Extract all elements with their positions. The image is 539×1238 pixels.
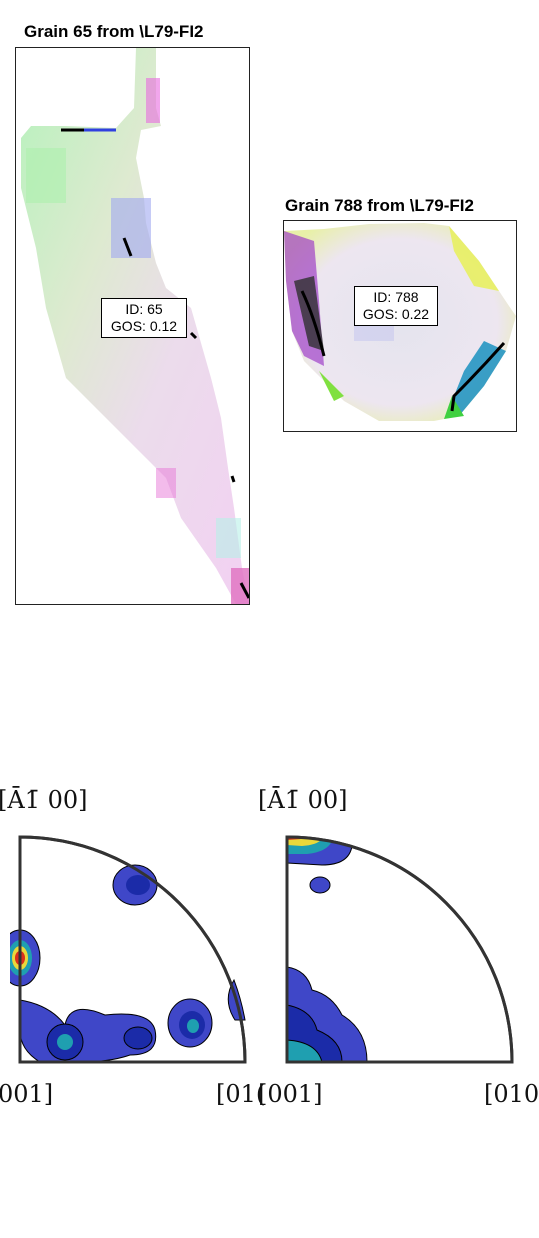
grain-65-id: ID: 65 xyxy=(125,301,163,317)
grain-65-title: Grain 65 from \L79-FI2 xyxy=(24,22,204,41)
pf2-right-label: [010] xyxy=(484,1080,539,1108)
pole-figure-1 xyxy=(10,835,247,1064)
pf2-left-label: [001] xyxy=(258,1080,323,1108)
grain-788-map xyxy=(283,220,517,432)
pf1-left-label: 001] xyxy=(0,1080,54,1108)
grain-65-info: ID: 65 GOS: 0.12 xyxy=(101,298,187,338)
grain-788-id: ID: 788 xyxy=(373,289,419,305)
pf1-right-label: [01( xyxy=(216,1080,266,1108)
grain-65-gos: GOS: 0.12 xyxy=(110,318,178,334)
pf1-top-label: [Ā1̄ 00] xyxy=(0,786,88,814)
grain-788-title: Grain 788 from \L79-FI2 xyxy=(285,196,474,215)
grain-788-info: ID: 788 GOS: 0.22 xyxy=(354,286,438,326)
pf2-top-label: [Ā1̄ 00] xyxy=(258,786,348,814)
grain-788-gos: GOS: 0.22 xyxy=(362,306,430,322)
pole-figure-2 xyxy=(285,835,514,1064)
